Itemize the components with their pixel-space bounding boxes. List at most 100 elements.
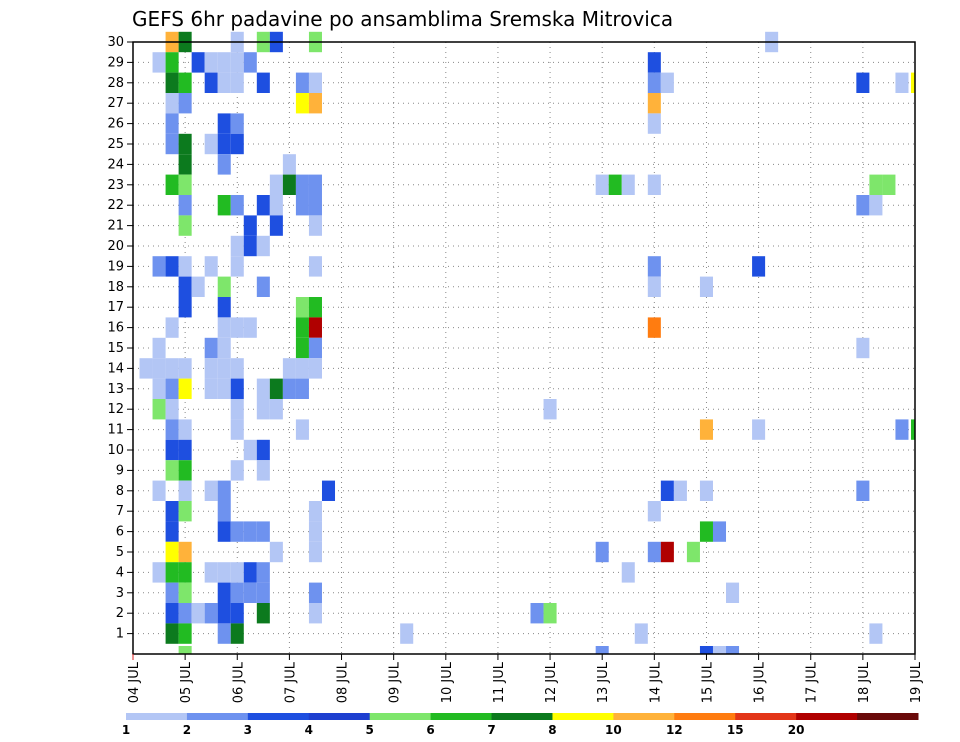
colorbar-segment [857,713,919,720]
data-cell [165,72,179,93]
data-cell [230,52,244,73]
x-tick-label: 10 JUL [440,661,455,703]
x-tick-label: 07 JUL [283,661,298,703]
data-cell [869,195,883,216]
x-tick-label: 05 JUL [179,661,194,703]
data-cell [256,235,270,257]
data-cell [230,399,244,420]
data-cell [712,521,727,542]
data-cell [204,480,218,501]
data-cell [295,419,309,440]
data-cell [165,52,179,73]
data-cell [595,174,609,195]
data-cell [295,174,309,195]
x-tick-label: 08 JUL [336,661,351,703]
data-cell [699,276,713,297]
data-cell [243,317,257,338]
data-cell [308,72,322,93]
colorbar-segment [735,713,797,720]
x-tick-label: 13 JUL [596,661,611,703]
data-cell [165,460,179,481]
data-cell [243,52,257,73]
data-cell [178,419,192,440]
data-cell [230,603,244,624]
data-cell-bottom [712,646,727,654]
y-tick-label: 21 [107,219,124,234]
chart-title: GEFS 6hr padavine po ansamblima Sremska … [132,7,673,31]
data-cell [308,337,322,359]
data-cell [178,133,192,155]
data-cell [230,623,244,644]
data-cell-edge [911,72,915,93]
data-cells [139,31,915,654]
data-cell [178,154,192,175]
data-cell [647,317,661,338]
data-cell [882,174,896,195]
data-cell [204,562,218,583]
data-cell [165,582,179,603]
data-cell [191,603,205,624]
data-cell [647,93,661,114]
y-tick-label: 29 [107,55,124,70]
data-cell [178,256,192,277]
y-tick-label: 16 [107,321,124,336]
data-cell [308,358,322,379]
data-cell [204,358,218,379]
data-cell [634,623,648,644]
data-cell [256,439,270,461]
data-cell [673,480,687,501]
data-cell [543,399,557,420]
data-cell [256,603,270,624]
data-cell [165,378,179,399]
data-cell [308,215,322,236]
y-tick-label: 4 [116,565,124,580]
x-tick-label: 12 JUL [544,661,559,703]
y-tick-label: 5 [116,545,124,560]
data-cell [660,480,674,501]
data-cell [647,256,661,277]
y-tick-label: 22 [107,198,124,213]
colorbar-segment [796,713,858,720]
data-cell [191,52,205,73]
data-cell [230,521,244,542]
data-cell [217,562,231,583]
data-cell [282,378,296,399]
data-cell [217,133,231,155]
data-cell [269,399,283,420]
data-cell [308,256,322,277]
data-cell [647,276,661,297]
y-axis-ticks: 1234567891011121314151617181920212223242… [107,35,133,642]
y-tick-label: 18 [107,280,124,295]
data-cell [269,174,283,195]
data-cell [256,562,270,583]
data-cell [308,603,322,624]
data-cell [230,113,244,134]
colorbar-label: 3 [244,723,252,737]
data-cell [295,195,309,216]
data-cell [230,460,244,481]
y-tick-label: 23 [107,178,124,193]
data-cell [647,113,661,134]
data-cell [621,562,635,583]
data-cell [152,358,166,379]
x-tick-label: 09 JUL [388,661,403,703]
data-cell [230,378,244,399]
data-cell [256,195,270,216]
data-cell [230,317,244,338]
data-cell [217,113,231,134]
data-cell [152,378,166,399]
data-cell [699,419,713,440]
colorbar-label: 10 [605,723,622,737]
colorbar-segment [186,713,249,720]
data-cell [295,297,309,318]
data-cell [165,256,179,277]
data-cell [282,154,296,175]
data-cell [204,256,218,277]
colorbar: 1 2 3 4 5 6 7 8 10 12 15 20 [122,713,919,737]
x-tick-label: 17 JUL [805,661,820,703]
colorbar-segment [674,713,736,720]
data-cell [243,235,257,257]
data-cell [165,623,179,644]
data-cell [152,480,166,501]
